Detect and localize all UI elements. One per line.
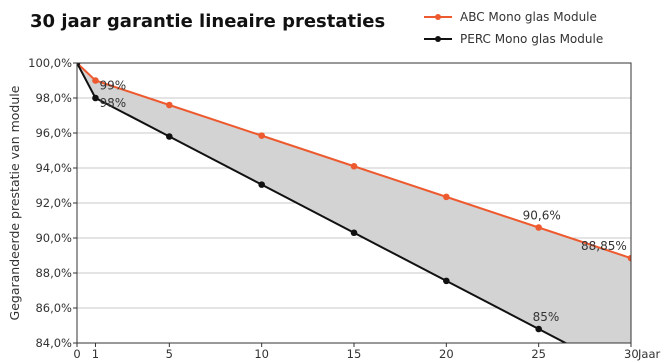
data-point — [258, 132, 265, 139]
legend-marker-0 — [435, 14, 441, 20]
plot-area — [77, 63, 631, 343]
data-label: 90,6% — [523, 209, 561, 223]
data-point — [443, 193, 450, 201]
series-line-0 — [77, 63, 631, 260]
y-tick-label: 100,0% — [28, 56, 72, 70]
data-point — [166, 133, 173, 140]
y-tick-label: 94,0% — [35, 161, 72, 175]
x-tick-label: 0 — [73, 347, 80, 361]
chart-title: 30 jaar garantie lineaire prestaties — [30, 11, 385, 32]
plot-frame — [76, 62, 632, 344]
data-label: 85% — [533, 310, 560, 324]
x-tick-label: 30 — [624, 347, 639, 361]
legend-item-1: PERC Mono glas Module — [424, 32, 603, 46]
x-tick-label: 10 — [254, 347, 269, 361]
data-label: 99% — [99, 79, 126, 93]
y-axis-label: Gegarandeerde prestatie van module — [7, 85, 22, 320]
x-tick-label: 15 — [347, 347, 362, 361]
y-tick-label: 92,0% — [35, 196, 72, 210]
series-line-1 — [77, 63, 568, 343]
data-point — [443, 277, 450, 285]
legend-label-0: ABC Mono glas Module — [460, 10, 597, 24]
y-tick-label: 98,0% — [35, 91, 72, 105]
plot-border — [76, 62, 632, 344]
legend-label-1: PERC Mono glas Module — [460, 32, 603, 46]
y-tick-label: 96,0% — [35, 126, 72, 140]
x-axis-ticks: 0 1 5 10 15 20 25 30 Jaar — [73, 343, 660, 361]
x-tick-label: 25 — [531, 347, 546, 361]
legend-item-0: ABC Mono glas Module — [424, 10, 597, 24]
data-label: 98% — [99, 96, 126, 110]
shaded-area — [77, 63, 631, 343]
data-point — [92, 94, 99, 102]
x-axis-unit: Jaar — [637, 347, 660, 361]
data-point — [535, 325, 542, 333]
data-point — [166, 101, 173, 109]
data-point — [92, 77, 99, 84]
x-tick-label: 5 — [166, 347, 173, 361]
y-axis-ticks: 84,0% 86,0% 88,0% 90,0% 92,0% 94,0% 96,0% 98,0%… — [28, 56, 77, 350]
data-point — [535, 224, 542, 231]
data-labels: 99% 98% 90,6% 88,85% 85% — [99, 79, 626, 325]
legend-marker-1 — [435, 36, 441, 42]
data-point — [350, 162, 358, 170]
legend: ABC Mono glas Module PERC Mono glas Modu… — [424, 10, 603, 46]
data-point — [350, 229, 358, 237]
data-point — [258, 181, 265, 188]
data-point — [77, 63, 81, 67]
x-tick-label: 1 — [92, 347, 99, 361]
data-label: 88,85% — [581, 239, 627, 253]
x-tick-label: 20 — [439, 347, 454, 361]
y-tick-label: 86,0% — [35, 301, 72, 315]
y-tick-label: 90,0% — [35, 231, 72, 245]
y-tick-label: 88,0% — [35, 266, 72, 280]
y-tick-label: 84,0% — [35, 336, 72, 350]
data-point — [627, 254, 631, 262]
